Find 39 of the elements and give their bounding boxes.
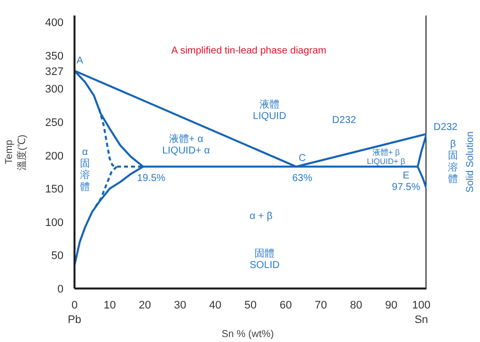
y-tick-label: 50 <box>51 250 64 262</box>
x-tick-label: 70 <box>314 300 328 312</box>
y-tick-label: 200 <box>45 150 64 162</box>
annotation: D232 <box>332 115 357 126</box>
x-axis-title: Sn % (wt%) <box>222 328 274 340</box>
y-tick-label: 350 <box>45 50 64 62</box>
text: D232 <box>434 122 458 133</box>
annotation: 液體+ β LIQUID+ β <box>366 148 406 166</box>
y-tick-label: 100 <box>45 216 64 229</box>
text: Solid Solution <box>465 131 476 193</box>
x-tick-label: 30 <box>174 300 186 312</box>
text: A simplified tin-lead phase diagram <box>171 45 326 56</box>
annotation: α + β <box>250 211 273 222</box>
annotation: E 97.5% <box>392 170 420 194</box>
annotation: C <box>298 153 306 164</box>
y-tick-label: 0 <box>57 284 64 296</box>
annotation: A <box>76 55 84 66</box>
y-tick-label: 250 <box>45 117 64 130</box>
x-tick-label: 10 <box>104 300 116 312</box>
x-tick-label: 80 <box>350 300 362 312</box>
x-tick-label: 90 <box>385 300 398 312</box>
x-tick-label: 20 <box>138 300 152 312</box>
annotation: 固體 SOLID <box>250 248 280 272</box>
y-tick-label: 300 <box>45 84 64 96</box>
x-tick-label: 60 <box>280 300 292 312</box>
annotation: 19.5% <box>137 173 166 184</box>
y-tick-label: 400 <box>45 17 64 30</box>
x-tick-label: 0 Pb <box>68 300 82 326</box>
annotation: 63% <box>292 173 312 184</box>
y-tick-label: 327 <box>45 66 64 78</box>
y-tick-label: 150 <box>45 184 64 196</box>
annotation: α固溶體 <box>80 147 90 193</box>
y-axis-title: Temp 溫度(℃) <box>4 134 28 170</box>
annotation: 液體 LIQUID <box>252 98 286 122</box>
annotation: 液體+ α LIQUID+ α <box>162 133 210 157</box>
x-tick-label: 40 <box>209 300 222 312</box>
x-tick-label: 100 Sn <box>412 300 431 326</box>
text: β固溶體 <box>448 139 458 185</box>
x-tick-label: 50 <box>244 300 257 312</box>
